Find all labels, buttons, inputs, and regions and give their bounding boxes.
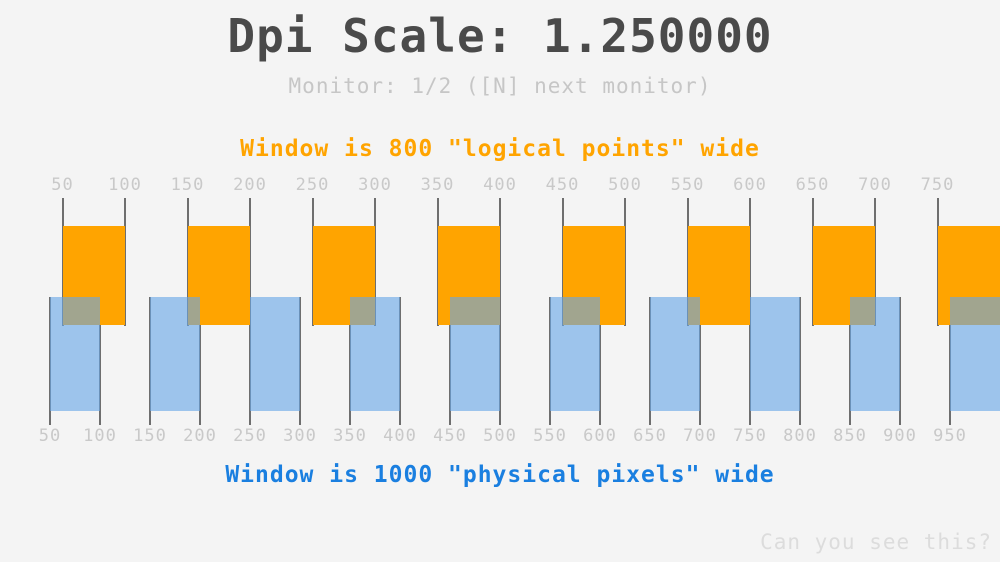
logical-tick-label: 750 [920,175,955,195]
physical-tick-line [699,297,701,425]
physical-tick-label: 950 [933,426,967,446]
physical-tick-line [99,297,101,425]
logical-tick-line [249,198,251,326]
physical-tick-line [899,297,901,425]
physical-tick-label: 400 [383,426,417,446]
monitor-status: Monitor: 1/2 ([N] next monitor) [288,74,712,98]
legibility-note: Can you see this? [760,530,992,554]
physical-bar [50,297,100,411]
logical-tick-label: 100 [108,175,142,195]
logical-tick-line [749,198,751,326]
physical-tick-line [299,297,301,425]
logical-tick-label: 250 [295,175,330,195]
physical-tick-label: 150 [133,426,167,446]
logical-tick-label: 200 [233,175,267,195]
logical-tick-label: 150 [170,175,205,195]
logical-tick-label: 700 [858,175,892,195]
physical-tick-label: 700 [683,426,717,446]
physical-bar [150,297,200,411]
logical-tick-line [499,198,501,326]
physical-bar [950,297,1000,411]
physical-tick-label: 800 [783,426,817,446]
physical-tick-line [799,297,801,425]
logical-tick-label: 650 [795,175,830,195]
physical-bar [550,297,600,411]
physical-bar [750,297,800,411]
logical-tick-label: 450 [545,175,580,195]
physical-tick-label: 450 [433,426,467,446]
physical-tick-label: 350 [333,426,367,446]
logical-points-caption: Window is 800 "logical points" wide [240,136,760,162]
physical-tick-line [499,297,501,425]
logical-tick-label: 400 [483,175,517,195]
physical-pixels-caption: Window is 1000 "physical pixels" wide [225,462,775,488]
physical-bar [250,297,300,411]
physical-tick-label: 50 [38,426,62,446]
physical-bar [450,297,500,411]
physical-tick-line [399,297,401,425]
logical-tick-line [874,198,876,326]
logical-tick-line [124,198,126,326]
physical-tick-label: 850 [833,426,867,446]
logical-tick-line [624,198,626,326]
physical-tick-label: 650 [633,426,667,446]
physical-tick-line [199,297,201,425]
physical-tick-label: 250 [233,426,267,446]
page-title: Dpi Scale: 1.250000 [227,9,773,63]
logical-tick-label: 600 [733,175,767,195]
physical-bar [850,297,900,411]
physical-tick-line [599,297,601,425]
physical-tick-label: 300 [283,426,317,446]
logical-tick-label: 350 [420,175,455,195]
physical-tick-label: 900 [883,426,917,446]
logical-tick-line [374,198,376,326]
physical-tick-label: 550 [533,426,567,446]
physical-tick-label: 600 [583,426,617,446]
logical-tick-label: 50 [51,175,74,195]
physical-tick-label: 500 [483,426,517,446]
logical-tick-label: 550 [670,175,705,195]
physical-tick-label: 750 [733,426,767,446]
physical-tick-label: 100 [83,426,117,446]
physical-tick-label: 200 [183,426,217,446]
physical-bar [350,297,400,411]
logical-tick-label: 300 [358,175,392,195]
logical-tick-label: 500 [608,175,642,195]
physical-bar [650,297,700,411]
